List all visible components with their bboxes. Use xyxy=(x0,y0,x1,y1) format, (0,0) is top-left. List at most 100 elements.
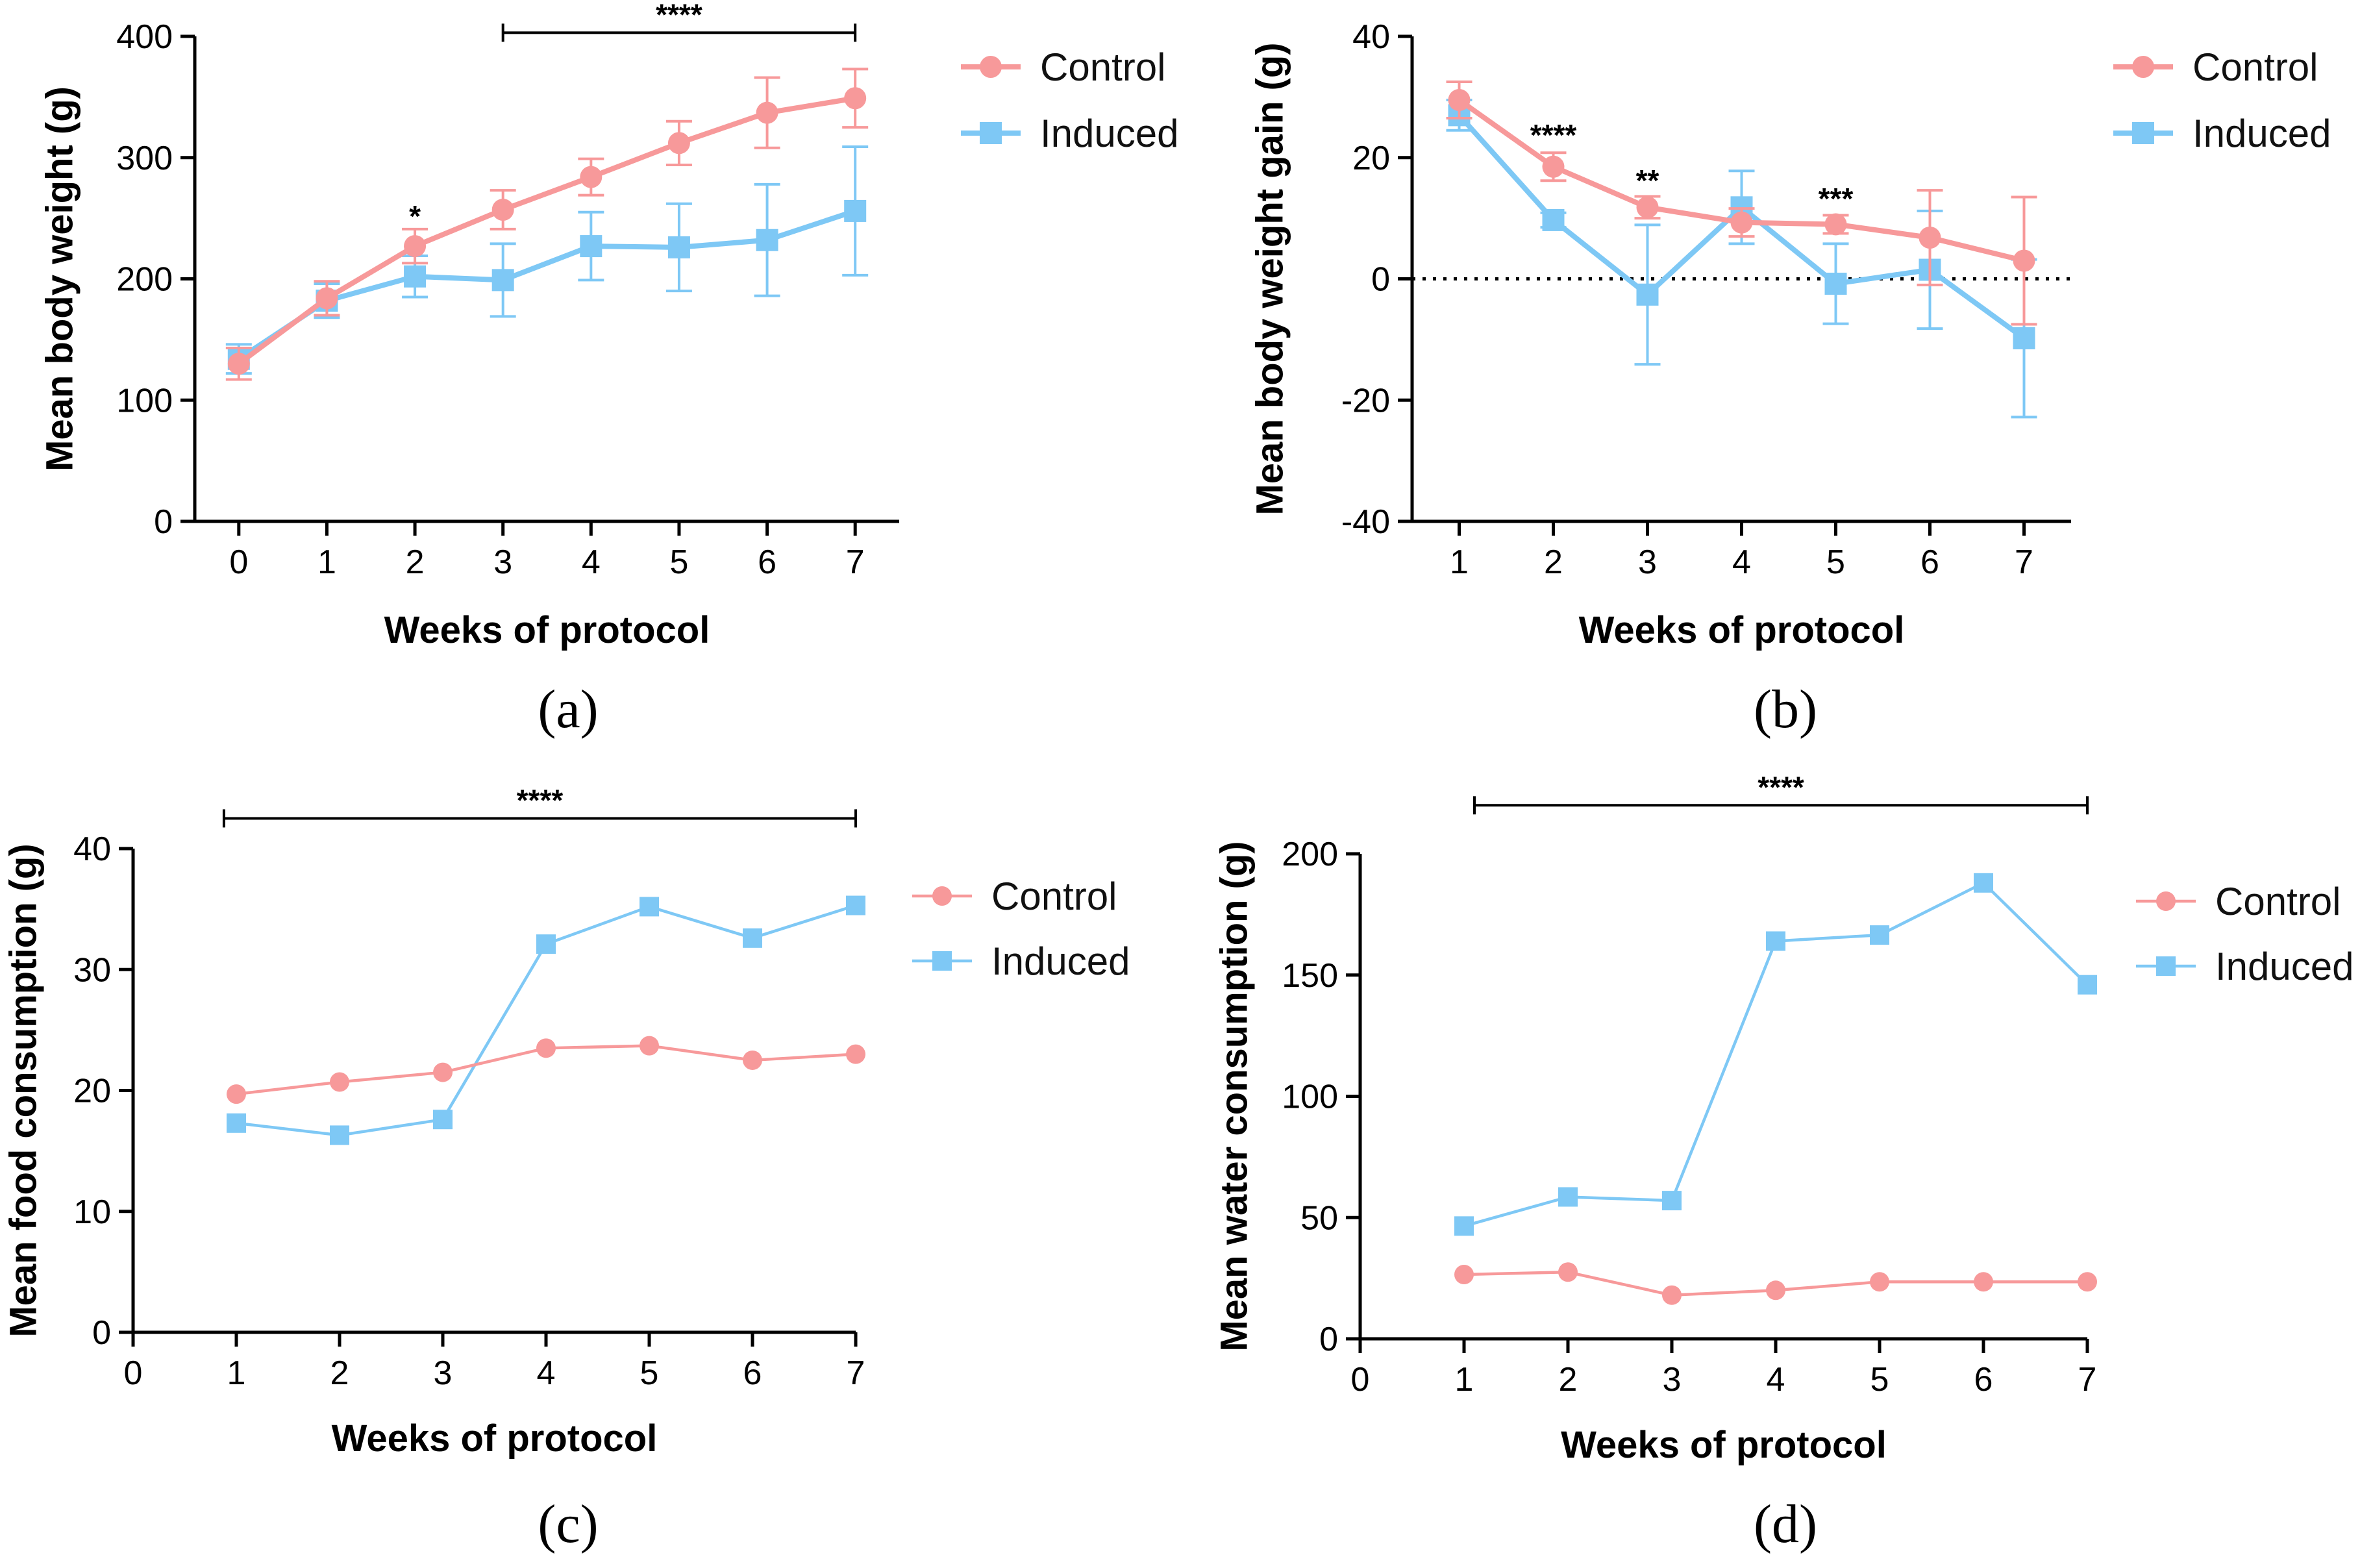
y-axis-label: Mean body weight (g) xyxy=(38,86,81,471)
data-point xyxy=(1766,1280,1785,1300)
y-tick-label: 20 xyxy=(73,1073,111,1110)
x-tick-label: 2 xyxy=(1559,1361,1578,1399)
legend-label: Control xyxy=(2193,45,2318,89)
panel-a: 0 100 200 300 400 0 1 2 3 4 5 6 7 Weeks of protocol Me… xyxy=(38,0,1178,740)
y-tick-label: 0 xyxy=(92,1314,111,1352)
panel-d: 0 50 100 150 200 0 1 2 3 4 5 6 7 Weeks of protocol Mea… xyxy=(1213,770,2354,1554)
data-point xyxy=(846,895,865,915)
data-point xyxy=(536,1038,556,1058)
x-axis-label: Weeks of protocol xyxy=(384,609,710,651)
legend-swatch-marker xyxy=(980,56,1002,78)
x-tick-label: 3 xyxy=(1638,543,1657,581)
x-tick-label: 7 xyxy=(2015,543,2033,581)
significance-marker: * xyxy=(409,199,421,233)
legend: Control Induced xyxy=(961,45,1179,155)
data-point xyxy=(1974,1272,1993,1292)
series-induced xyxy=(1454,873,2097,1236)
data-point xyxy=(2013,327,2035,350)
data-point xyxy=(1636,283,1659,306)
y-tick-label: 0 xyxy=(1319,1321,1338,1358)
legend-label: Induced xyxy=(2193,112,2331,155)
x-tick-label: 6 xyxy=(1974,1361,1993,1399)
panel-caption: (d) xyxy=(1754,1494,1817,1554)
y-tick-label: 30 xyxy=(73,951,111,989)
data-point xyxy=(2078,975,2097,995)
legend-swatch-marker xyxy=(2132,122,2154,144)
legend-label: Control xyxy=(991,875,1117,918)
legend: Control Induced xyxy=(912,875,1130,983)
series-induced xyxy=(225,145,869,375)
legend-label: Control xyxy=(1040,45,1165,89)
data-point xyxy=(756,101,778,124)
data-point xyxy=(756,229,778,251)
x-tick-label: 3 xyxy=(1663,1361,1682,1399)
data-point xyxy=(1870,1272,1889,1292)
x-tick-label: 7 xyxy=(846,543,865,581)
data-point xyxy=(743,1050,762,1070)
data-point xyxy=(536,934,556,954)
x-tick-label: 4 xyxy=(1767,1361,1785,1399)
x-tick-label: 4 xyxy=(537,1354,556,1392)
legend: Control Induced xyxy=(2113,45,2331,155)
legend-label: Induced xyxy=(991,940,1130,983)
y-tick-label: 400 xyxy=(116,18,173,56)
legend-swatch-marker xyxy=(932,886,952,906)
x-tick-label: 4 xyxy=(582,543,601,581)
series-control xyxy=(225,68,869,381)
x-tick-label: 5 xyxy=(669,543,688,581)
x-tick-label: 2 xyxy=(406,543,425,581)
x-tick-label: 2 xyxy=(330,1354,349,1392)
significance-marker: **** xyxy=(1530,118,1577,152)
data-point xyxy=(1662,1191,1682,1211)
x-tick-label: 5 xyxy=(640,1354,659,1392)
data-point xyxy=(330,1125,349,1145)
x-tick-label: 7 xyxy=(2078,1361,2097,1399)
data-point xyxy=(580,235,603,258)
x-tick-label: 6 xyxy=(1920,543,1939,581)
data-point xyxy=(491,199,514,221)
y-tick-label: 0 xyxy=(154,503,173,541)
significance-marker: **** xyxy=(517,783,564,817)
data-point xyxy=(1870,925,1889,945)
x-axis-label: Weeks of protocol xyxy=(1579,609,1905,651)
data-point xyxy=(1766,931,1785,951)
y-tick-label: 150 xyxy=(1282,957,1338,995)
data-point xyxy=(844,199,867,222)
data-point xyxy=(1454,1216,1474,1236)
y-tick-label: 100 xyxy=(116,382,173,419)
x-tick-label: 0 xyxy=(124,1354,143,1392)
data-point xyxy=(844,87,867,110)
y-tick-label: 40 xyxy=(1352,18,1390,56)
data-point xyxy=(580,166,603,188)
data-point xyxy=(846,1044,865,1064)
x-tick-label: 1 xyxy=(1450,543,1469,581)
y-tick-label: -40 xyxy=(1341,503,1390,541)
data-point xyxy=(433,1062,453,1082)
panel-caption: (b) xyxy=(1754,679,1817,740)
data-point xyxy=(1558,1262,1578,1282)
y-tick-label: 200 xyxy=(1282,836,1338,873)
x-tick-label: 1 xyxy=(227,1354,246,1392)
legend-swatch-marker xyxy=(2132,56,2154,78)
y-tick-label: -20 xyxy=(1341,382,1390,419)
data-point xyxy=(2078,1272,2097,1292)
significance-marker: **** xyxy=(1758,770,1804,804)
data-point xyxy=(640,1036,659,1056)
data-point xyxy=(1974,873,1993,893)
x-tick-label: 0 xyxy=(1351,1361,1370,1399)
data-point xyxy=(2013,249,2035,272)
legend-label: Induced xyxy=(1040,112,1179,155)
data-point xyxy=(227,353,250,375)
data-point xyxy=(667,236,690,258)
y-axis-label: Mean body weight gain (g) xyxy=(1249,42,1291,515)
panel-b: -40 -20 0 20 40 1 2 3 4 5 6 7 Weeks of protocol Mean … xyxy=(1249,18,2331,740)
x-tick-label: 2 xyxy=(1544,543,1563,581)
data-point xyxy=(404,265,427,288)
x-tick-label: 6 xyxy=(743,1354,762,1392)
x-tick-label: 5 xyxy=(1826,543,1845,581)
data-point xyxy=(316,287,338,310)
y-tick-label: 20 xyxy=(1352,140,1390,177)
x-tick-label: 0 xyxy=(229,543,248,581)
legend-swatch-marker xyxy=(2156,956,2176,976)
x-tick-label: 6 xyxy=(758,543,777,581)
